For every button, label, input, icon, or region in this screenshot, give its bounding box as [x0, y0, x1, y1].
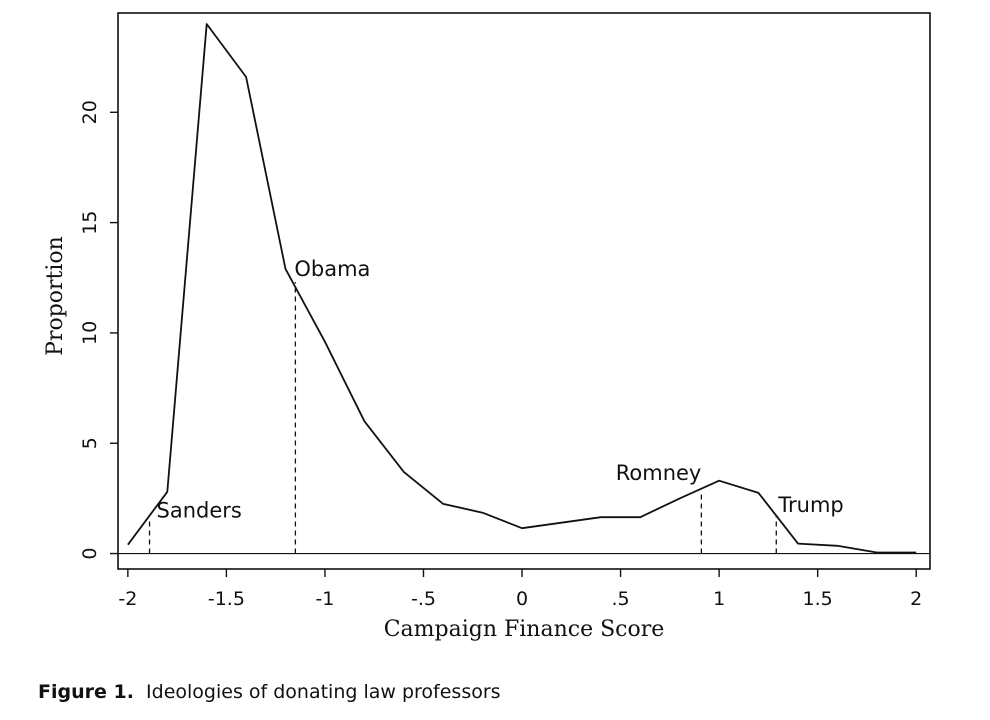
x-tick-label: .5	[612, 588, 630, 610]
annotation-label: Sanders	[157, 498, 242, 522]
y-tick-label: 15	[79, 211, 101, 235]
annotation-label: Romney	[616, 461, 702, 485]
y-tick-label: 10	[79, 321, 101, 345]
x-tick-label: -1	[315, 588, 334, 610]
plot-frame	[117, 12, 931, 570]
x-axis-title: Campaign Finance Score	[384, 617, 665, 642]
y-axis-title: Proportion	[43, 236, 68, 356]
y-tick-label: 0	[79, 548, 101, 560]
figure-label: Figure 1.	[38, 681, 134, 703]
x-tick-label: 1	[713, 588, 725, 610]
annotation-label: Trump	[777, 493, 843, 517]
figure-caption-text: Ideologies of donating law professors	[146, 681, 501, 703]
x-tick-label: 0	[516, 588, 528, 610]
y-axis: 0 5 10 15 20	[79, 100, 118, 560]
annotation-label: Obama	[294, 257, 370, 281]
x-tick-label: -1.5	[208, 588, 245, 610]
figure-caption: Figure 1. Ideologies of donating law pro…	[38, 681, 501, 703]
x-axis: -2 -1.5 -1 -.5 0 .5 1 1.5 2	[118, 569, 922, 610]
annotations: Sanders Obama Romney Trump	[148, 257, 844, 554]
x-tick-label: 1.5	[803, 588, 833, 610]
x-tick-label: -2	[118, 588, 137, 610]
x-tick-label: -.5	[411, 588, 436, 610]
y-tick-label: 5	[79, 437, 101, 449]
y-tick-label: 20	[79, 100, 101, 124]
x-tick-label: 2	[910, 588, 922, 610]
series-line	[127, 23, 917, 554]
